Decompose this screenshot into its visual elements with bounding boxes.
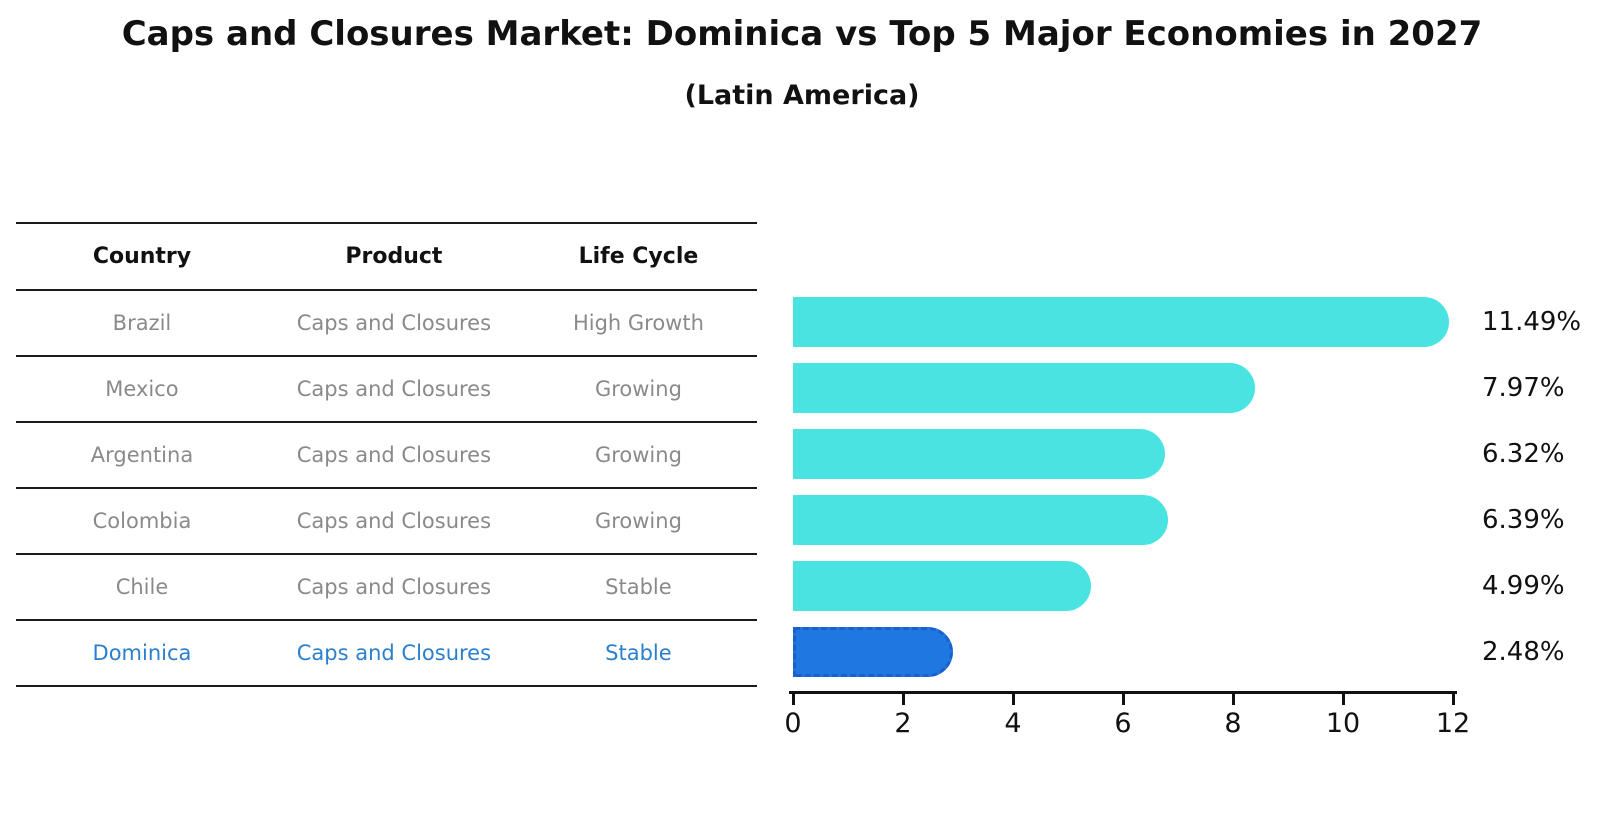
value-label-mexico: 7.97% (1482, 373, 1565, 403)
cell-product: Caps and Closures (296, 311, 492, 335)
cell-country: Mexico (105, 377, 179, 401)
cell-life-cycle: Stable (605, 575, 672, 599)
value-label-dominica: 2.48% (1482, 637, 1565, 667)
value-label-chile: 4.99% (1482, 571, 1565, 601)
x-axis-tick (792, 694, 795, 705)
chart-title: Caps and Closures Market: Dominica vs To… (121, 14, 1483, 54)
table-row-brazil: Brazil Caps and Closures High Growth (16, 291, 757, 357)
table-row-mexico: Mexico Caps and Closures Growing (16, 357, 757, 423)
cell-life-cycle: Stable (605, 641, 672, 665)
x-axis-tick (1232, 694, 1235, 705)
bar-dominica (793, 627, 954, 677)
x-axis-tick-label: 4 (1004, 708, 1022, 739)
cell-product: Caps and Closures (296, 443, 492, 467)
cell-product: Caps and Closures (296, 509, 492, 533)
x-axis-tick-label: 10 (1325, 708, 1361, 739)
table-row-argentina: Argentina Caps and Closures Growing (16, 423, 757, 489)
cell-life-cycle: Growing (594, 377, 682, 401)
bar-brazil (793, 297, 1449, 347)
x-axis-tick (1122, 694, 1125, 705)
table-row-colombia: Colombia Caps and Closures Growing (16, 489, 757, 555)
cell-life-cycle: Growing (594, 443, 682, 467)
x-axis-tick (1342, 694, 1345, 705)
column-header-country: Country (92, 244, 192, 269)
cell-product: Caps and Closures (296, 575, 492, 599)
bar-colombia (793, 495, 1169, 545)
cell-country: Dominica (92, 641, 192, 665)
x-axis-line (789, 691, 1457, 694)
cell-country: Argentina (90, 443, 194, 467)
bar-argentina (793, 429, 1165, 479)
bar-chile (793, 561, 1092, 611)
column-header-life-cycle: Life Cycle (578, 244, 699, 269)
chart-subtitle: (Latin America) (684, 80, 920, 111)
cell-product: Caps and Closures (296, 641, 492, 665)
x-axis-tick-label: 2 (894, 708, 912, 739)
x-axis-tick (1012, 694, 1015, 705)
cell-country: Brazil (112, 311, 172, 335)
value-label-colombia: 6.39% (1482, 505, 1565, 535)
x-axis-tick (902, 694, 905, 705)
x-axis-tick (1452, 694, 1455, 705)
cell-country: Chile (115, 575, 169, 599)
table-header-row: Country Product Life Cycle (16, 224, 757, 291)
cell-life-cycle: Growing (594, 509, 682, 533)
value-label-brazil: 11.49% (1482, 307, 1582, 337)
table-row-chile: Chile Caps and Closures Stable (16, 555, 757, 621)
x-axis-tick-label: 6 (1114, 708, 1132, 739)
table-row-dominica: Dominica Caps and Closures Stable (16, 621, 757, 687)
column-header-product: Product (345, 244, 443, 269)
country-table: Country Product Life Cycle Brazil Caps an… (16, 222, 757, 687)
value-label-argentina: 6.32% (1482, 439, 1565, 469)
x-axis-tick-label: 8 (1224, 708, 1242, 739)
cell-product: Caps and Closures (296, 377, 492, 401)
cell-country: Colombia (92, 509, 192, 533)
cell-life-cycle: High Growth (572, 311, 704, 335)
x-axis-tick-label: 0 (784, 708, 802, 739)
x-axis-tick-label: 12 (1435, 708, 1471, 739)
bar-mexico (793, 363, 1256, 413)
table-body: Brazil Caps and Closures High Growth Mexico… (16, 291, 757, 687)
